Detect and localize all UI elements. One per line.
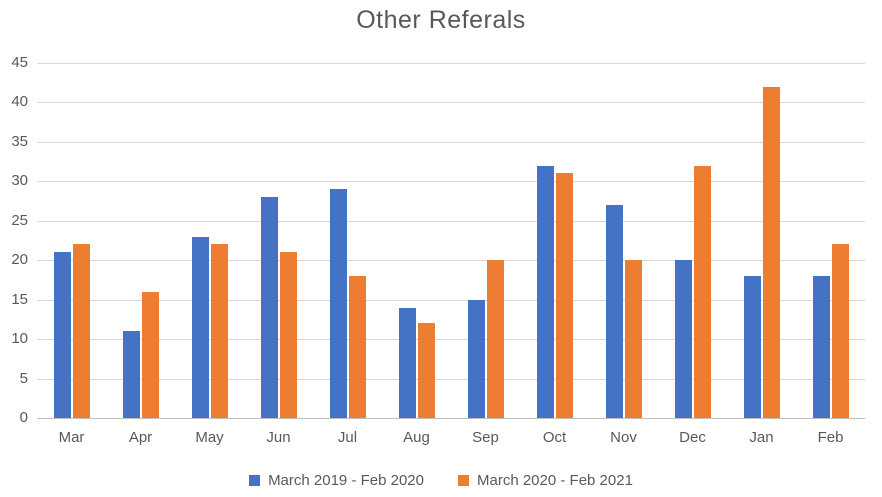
- bar-sep-series1[interactable]: [467, 299, 485, 418]
- category-group-jun: [244, 63, 313, 418]
- category-group-sep: [451, 63, 520, 418]
- gridline: [37, 220, 865, 222]
- bar-feb-series2[interactable]: [831, 244, 849, 418]
- category-group-aug: [382, 63, 451, 418]
- x-tick-label-sep: Sep: [472, 429, 499, 446]
- bar-jul-series2[interactable]: [348, 276, 366, 418]
- x-tick-label-dec: Dec: [679, 429, 706, 446]
- bar-jul-series1[interactable]: [329, 189, 347, 418]
- bar-mar-series2[interactable]: [72, 244, 90, 418]
- bar-mar-series1[interactable]: [53, 252, 71, 418]
- category-group-may: [175, 63, 244, 418]
- y-tick-label: 45: [11, 54, 28, 71]
- legend-swatch-icon: [249, 475, 261, 486]
- bar-oct-series1[interactable]: [536, 165, 554, 418]
- gridline: [37, 63, 865, 64]
- bar-jan-series2[interactable]: [762, 86, 780, 418]
- y-tick-label: 0: [19, 409, 28, 426]
- legend-swatch-icon: [458, 475, 469, 486]
- bar-jun-series2[interactable]: [279, 252, 297, 418]
- x-tick-label-aug: Aug: [403, 429, 430, 446]
- category-group-mar: [37, 63, 106, 418]
- y-tick-label: 20: [11, 251, 28, 269]
- y-tick-label: 40: [11, 93, 28, 111]
- x-tick-label-nov: Nov: [610, 429, 637, 446]
- x-axis-line: [37, 418, 865, 419]
- y-tick-label: 15: [11, 290, 28, 308]
- x-tick-label-apr: Apr: [128, 429, 153, 446]
- legend-label: March 2019 - Feb 2020: [268, 472, 424, 489]
- y-tick-label: 25: [11, 211, 28, 229]
- bar-feb-series1[interactable]: [812, 276, 830, 418]
- gridline: [37, 378, 865, 380]
- bar-apr-series1[interactable]: [122, 331, 140, 418]
- bars-layer: [37, 63, 865, 418]
- y-tick-label: 5: [19, 369, 28, 387]
- category-group-jul: [313, 63, 382, 418]
- category-group-oct: [520, 63, 589, 418]
- category-group-nov: [589, 63, 658, 418]
- gridline: [37, 181, 865, 183]
- bar-may-series1[interactable]: [191, 236, 209, 418]
- gridline: [37, 339, 865, 341]
- x-tick-label-jun: Jun: [266, 429, 291, 446]
- legend: March 2019 - Feb 2020 March 2020 - Feb 20…: [0, 472, 882, 489]
- y-tick-label: 30: [11, 172, 28, 190]
- bar-jun-series1[interactable]: [260, 197, 278, 418]
- bar-nov-series2[interactable]: [624, 260, 642, 418]
- bar-aug-series2[interactable]: [417, 323, 435, 418]
- legend-item-series2[interactable]: March 2020 - Feb 2021: [458, 472, 633, 489]
- bar-may-series2[interactable]: [210, 244, 228, 418]
- category-group-jan: [727, 63, 796, 418]
- bar-dec-series2[interactable]: [693, 165, 711, 418]
- legend-label: March 2020 - Feb 2021: [477, 472, 633, 489]
- x-axis-labels: Mar Apr May Jun Jul Aug Sep Oct Nov Dec Jan Feb: [37, 429, 865, 446]
- bar-nov-series1[interactable]: [605, 205, 623, 418]
- bar-oct-series2[interactable]: [555, 173, 573, 418]
- x-tick-label-feb: Feb: [817, 429, 844, 446]
- category-group-apr: [106, 63, 175, 418]
- bar-jan-series1[interactable]: [743, 276, 761, 418]
- bar-dec-series1[interactable]: [674, 260, 692, 418]
- category-group-dec: [658, 63, 727, 418]
- category-group-feb: [796, 63, 865, 418]
- bar-sep-series2[interactable]: [486, 260, 504, 418]
- gridline: [37, 102, 865, 104]
- x-tick-label-may: May: [195, 429, 224, 446]
- x-tick-label-jul: Jul: [337, 429, 358, 446]
- bar-aug-series1[interactable]: [398, 307, 416, 418]
- x-tick-label-jan: Jan: [749, 429, 774, 446]
- x-tick-label-oct: Oct: [542, 429, 567, 446]
- gridline: [37, 141, 865, 143]
- chart-title: Other Referals: [356, 6, 526, 34]
- gridline: [37, 299, 865, 301]
- x-tick-label-mar: Mar: [58, 429, 85, 446]
- bar-apr-series2[interactable]: [141, 291, 159, 418]
- plot-area: [37, 63, 865, 419]
- gridline: [37, 260, 865, 262]
- y-tick-label: 10: [11, 330, 28, 348]
- legend-item-series1[interactable]: March 2019 - Feb 2020: [249, 472, 424, 489]
- y-tick-label: 35: [11, 132, 28, 150]
